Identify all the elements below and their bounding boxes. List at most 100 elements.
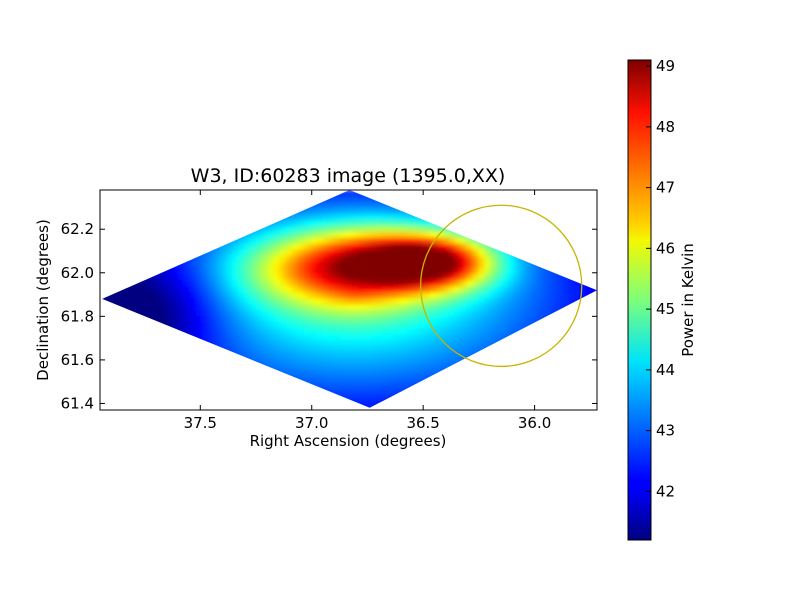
heatmap-cell bbox=[172, 292, 179, 299]
heatmap-cell bbox=[436, 304, 443, 311]
heatmap-cell bbox=[142, 220, 149, 227]
heatmap-cell bbox=[118, 328, 125, 335]
heatmap-cell bbox=[190, 190, 197, 197]
heatmap-cell bbox=[454, 370, 461, 377]
heatmap-cell bbox=[304, 190, 311, 197]
heatmap-cell bbox=[406, 208, 413, 215]
heatmap-cell bbox=[340, 400, 347, 407]
heatmap-cell bbox=[520, 214, 527, 221]
heatmap-cell bbox=[352, 394, 359, 401]
heatmap-cell bbox=[250, 244, 257, 251]
heatmap-cell bbox=[514, 226, 521, 233]
heatmap-cell bbox=[102, 370, 107, 377]
heatmap-cell bbox=[214, 226, 221, 233]
heatmap-cell bbox=[304, 250, 311, 257]
heatmap-cell bbox=[352, 256, 359, 263]
heatmap-cell bbox=[454, 238, 461, 245]
heatmap-cell bbox=[430, 322, 437, 329]
heatmap-cell bbox=[388, 286, 395, 293]
heatmap-cell bbox=[106, 376, 113, 383]
heatmap-cell bbox=[400, 352, 407, 359]
heatmap-cell bbox=[478, 256, 485, 263]
heatmap-cell bbox=[550, 190, 557, 197]
heatmap-cell bbox=[478, 322, 485, 329]
heatmap-cell bbox=[196, 268, 203, 275]
heatmap-cell bbox=[124, 322, 131, 329]
heatmap-cell bbox=[256, 364, 263, 371]
heatmap-cell bbox=[358, 310, 365, 317]
heatmap-cell bbox=[382, 232, 389, 239]
heatmap-cell bbox=[310, 394, 317, 401]
heatmap-cell bbox=[460, 310, 467, 317]
heatmap-cell bbox=[118, 382, 125, 389]
heatmap-cell bbox=[496, 268, 503, 275]
heatmap-cell bbox=[328, 316, 335, 323]
heatmap-cell bbox=[532, 400, 539, 407]
heatmap-cell bbox=[106, 364, 113, 371]
heatmap-cell bbox=[214, 376, 221, 383]
heatmap-cell bbox=[538, 406, 545, 408]
heatmap-cell bbox=[526, 382, 533, 389]
heatmap-cell bbox=[262, 340, 269, 347]
heatmap-cell bbox=[484, 316, 491, 323]
heatmap-cell bbox=[274, 238, 281, 245]
heatmap-cell bbox=[286, 286, 293, 293]
heatmap-cell bbox=[178, 304, 185, 311]
heatmap-cell bbox=[550, 244, 557, 251]
heatmap-cell bbox=[358, 202, 365, 209]
heatmap-cell bbox=[388, 358, 395, 365]
heatmap-cell bbox=[430, 250, 437, 257]
heatmap-cell bbox=[538, 316, 545, 323]
heatmap-cell bbox=[208, 244, 215, 251]
heatmap-cell bbox=[136, 316, 143, 323]
heatmap-cell bbox=[322, 214, 329, 221]
heatmap-cell bbox=[508, 292, 515, 299]
heatmap-cell bbox=[298, 196, 305, 203]
heatmap-cell bbox=[514, 262, 521, 269]
heatmap-cell bbox=[472, 364, 479, 371]
heatmap-cell bbox=[102, 334, 107, 341]
heatmap-cell bbox=[262, 274, 269, 281]
heatmap-cell bbox=[394, 358, 401, 365]
heatmap-cell bbox=[250, 394, 257, 401]
heatmap-cell bbox=[190, 256, 197, 263]
heatmap-cell bbox=[292, 340, 299, 347]
heatmap-cell bbox=[586, 268, 593, 275]
heatmap-cell bbox=[556, 346, 563, 353]
heatmap-cell bbox=[358, 388, 365, 395]
heatmap-cell bbox=[490, 346, 497, 353]
heatmap-cell bbox=[112, 280, 119, 287]
heatmap-cell bbox=[102, 202, 107, 209]
heatmap-cell bbox=[148, 406, 155, 408]
heatmap-cell bbox=[514, 250, 521, 257]
heatmap-cell bbox=[442, 250, 449, 257]
heatmap-cell bbox=[232, 298, 239, 305]
heatmap-cell bbox=[436, 328, 443, 335]
heatmap-cell bbox=[124, 310, 131, 317]
heatmap-cell bbox=[562, 364, 569, 371]
heatmap-cell bbox=[436, 370, 443, 377]
heatmap-cell bbox=[124, 208, 131, 215]
heatmap-cell bbox=[340, 226, 347, 233]
heatmap-cell bbox=[418, 298, 425, 305]
heatmap-cell bbox=[178, 292, 185, 299]
heatmap-cell bbox=[586, 346, 593, 353]
heatmap-cell bbox=[166, 394, 173, 401]
heatmap-cell bbox=[102, 238, 107, 245]
heatmap-cell bbox=[232, 370, 239, 377]
heatmap-cell bbox=[532, 256, 539, 263]
heatmap-cell bbox=[412, 388, 419, 395]
heatmap-cell bbox=[184, 304, 191, 311]
heatmap-cell bbox=[358, 238, 365, 245]
heatmap-cell bbox=[298, 202, 305, 209]
heatmap-cell bbox=[166, 292, 173, 299]
heatmap-cell bbox=[394, 238, 401, 245]
heatmap-cell bbox=[334, 256, 341, 263]
heatmap-cell bbox=[556, 370, 563, 377]
heatmap-cell bbox=[406, 346, 413, 353]
heatmap-cell bbox=[352, 334, 359, 341]
heatmap-cell bbox=[586, 328, 593, 335]
heatmap-cell bbox=[358, 196, 365, 203]
heatmap-cell bbox=[292, 316, 299, 323]
